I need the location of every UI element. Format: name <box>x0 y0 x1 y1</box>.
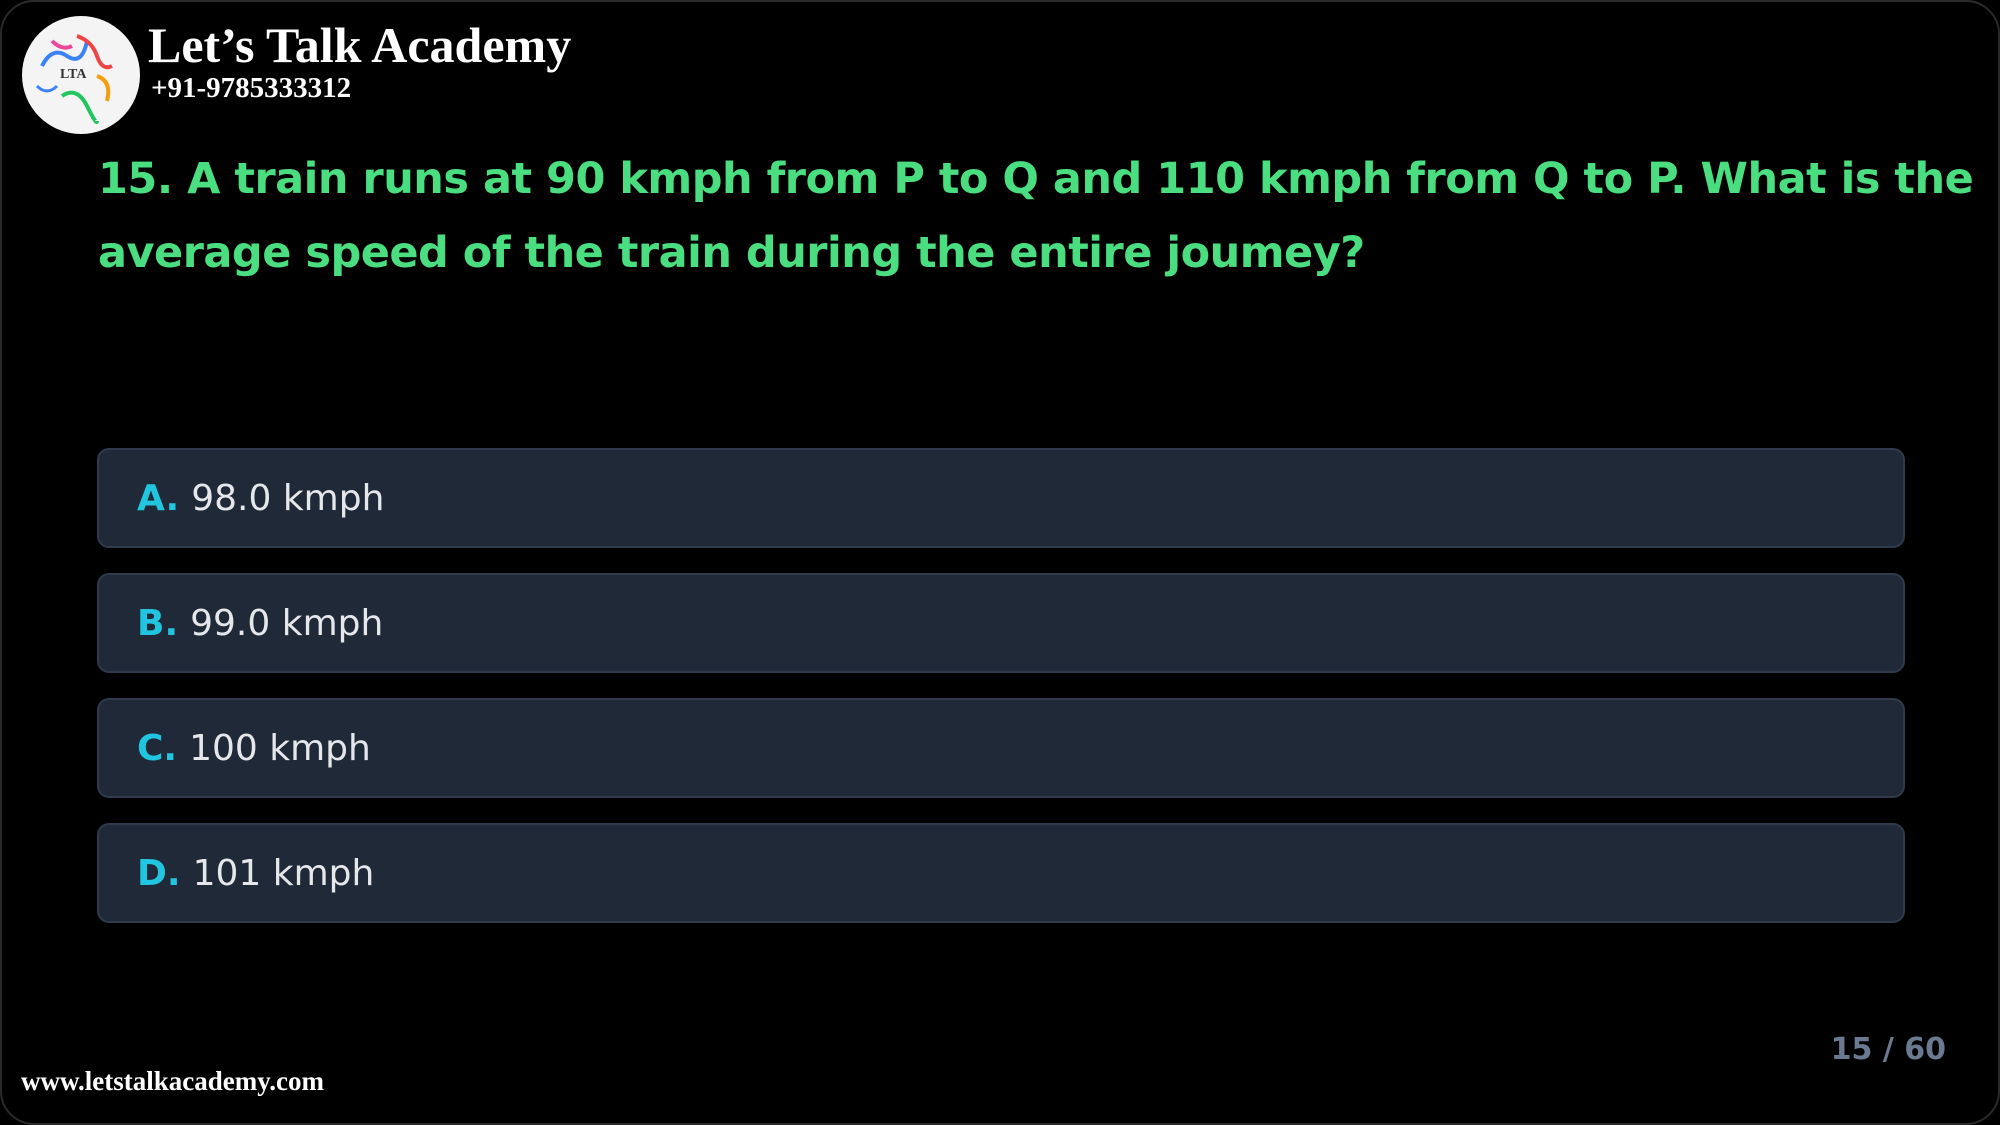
option-b[interactable]: B. 99.0 kmph <box>97 573 1905 673</box>
option-letter: C. <box>137 727 178 769</box>
question-text: 15. A train runs at 90 kmph from P to Q … <box>98 154 1974 278</box>
brand-phone: +91-9785333312 <box>151 72 352 104</box>
brand-title: Let’s Talk Academy <box>148 17 572 73</box>
option-text: 99.0 kmph <box>190 602 384 644</box>
option-c[interactable]: C. 100 kmph <box>97 698 1905 798</box>
svg-text:LTA: LTA <box>60 67 87 82</box>
website-url: www.letstalkacademy.com <box>21 1066 324 1096</box>
question-counter: 15 / 60 <box>1830 1032 1946 1067</box>
option-text: 100 kmph <box>189 727 371 769</box>
option-a[interactable]: A. 98.0 kmph <box>97 448 1905 548</box>
option-text: 101 kmph <box>192 852 375 894</box>
academy-logo: LTA <box>22 16 140 134</box>
option-letter: A. <box>137 477 180 519</box>
option-letter: B. <box>137 602 179 644</box>
option-d[interactable]: D. 101 kmph <box>97 823 1905 923</box>
option-text: 98.0 kmph <box>191 477 385 519</box>
option-letter: D. <box>137 852 181 894</box>
